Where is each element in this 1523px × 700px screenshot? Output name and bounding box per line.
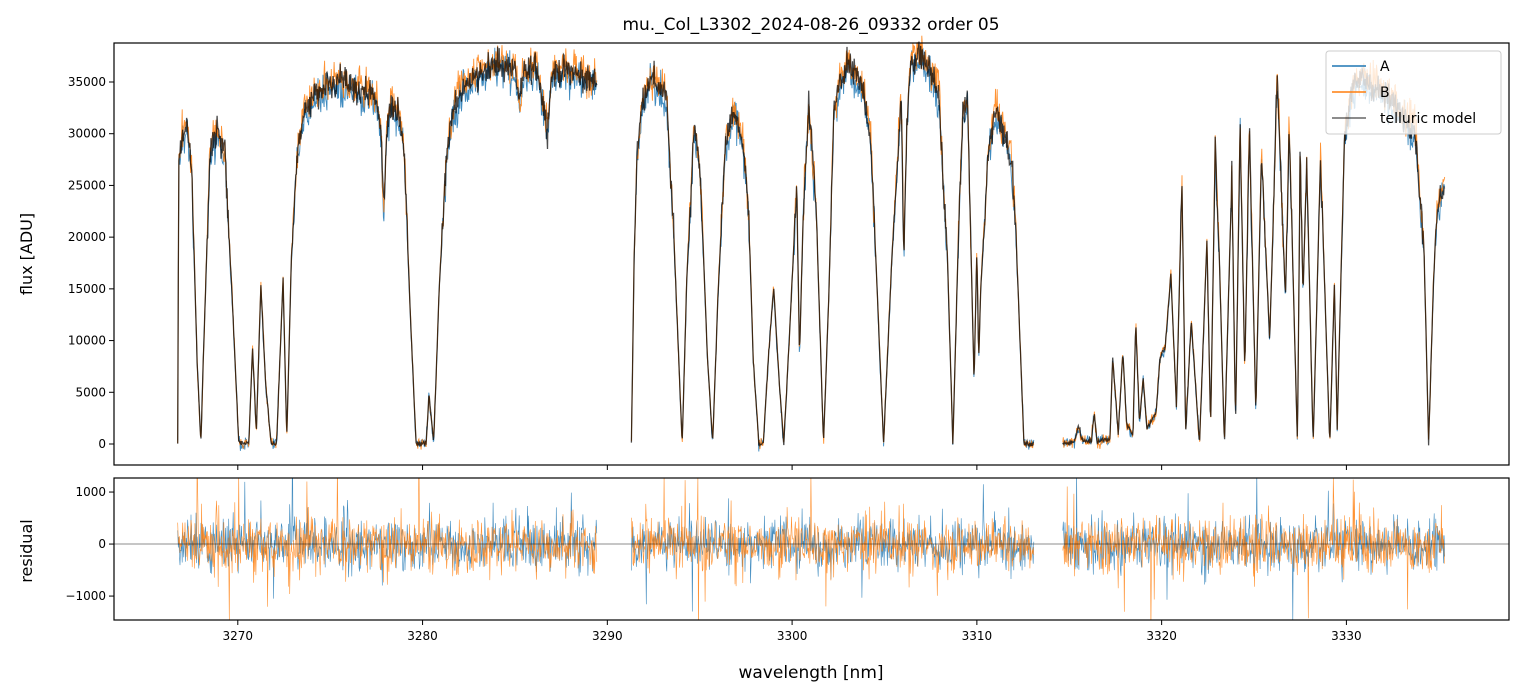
chart-title: mu._Col_L3302_2024-08-26_09332 order 05 <box>622 15 999 35</box>
residual-axes-frame <box>113 477 1510 621</box>
flux-panel: 0 5000 10000 15000 20000 25000 30000 35000 flux… <box>17 35 1510 470</box>
residual-ytick-label: −1000 <box>65 589 106 603</box>
x-axis-label: wavelength [nm] <box>738 663 883 683</box>
residual-xticks: 3270 3280 3290 3300 3310 3320 3330 <box>223 620 1362 643</box>
flux-ytick-label: 0 <box>98 437 106 451</box>
xtick-label: 3330 <box>1331 629 1362 643</box>
legend-box <box>1325 50 1502 135</box>
flux-ytick-label: 10000 <box>68 334 106 348</box>
flux-ytick-label: 5000 <box>75 385 106 399</box>
y-axis-label: flux [ADU] <box>17 213 36 295</box>
flux-ytick-label: 35000 <box>68 75 106 89</box>
residual-ytick-label: 1000 <box>75 485 106 499</box>
flux-axes-frame <box>113 42 1510 466</box>
residual-axis-label: residual <box>17 519 36 582</box>
series-a-residual-line <box>177 478 1445 620</box>
series-telluric-model-line <box>177 41 1446 449</box>
flux-lines <box>177 35 1446 452</box>
xtick-label: 3280 <box>407 629 438 643</box>
flux-xticks <box>237 465 1347 470</box>
series-b-residual-line <box>177 478 1445 620</box>
xtick-label: 3310 <box>962 629 993 643</box>
flux-ytick-label: 15000 <box>68 282 106 296</box>
legend: A B telluric model <box>1325 50 1502 135</box>
residual-yticks: −1000 0 1000 <box>65 485 114 603</box>
xtick-label: 3300 <box>777 629 808 643</box>
residual-ytick-label: 0 <box>98 537 106 551</box>
flux-ytick-label: 25000 <box>68 178 106 192</box>
xtick-label: 3290 <box>592 629 623 643</box>
legend-label-a: A <box>1380 59 1390 75</box>
legend-label-model: telluric model <box>1380 111 1476 127</box>
flux-ytick-label: 20000 <box>68 230 106 244</box>
series-a-flux-line <box>177 45 1446 452</box>
xtick-label: 3270 <box>223 629 254 643</box>
legend-label-b: B <box>1380 85 1390 101</box>
flux-yticks: 0 5000 10000 15000 20000 25000 30000 35000 <box>68 75 114 451</box>
xtick-label: 3320 <box>1146 629 1177 643</box>
flux-ytick-label: 30000 <box>68 127 106 141</box>
residual-lines <box>177 478 1445 620</box>
